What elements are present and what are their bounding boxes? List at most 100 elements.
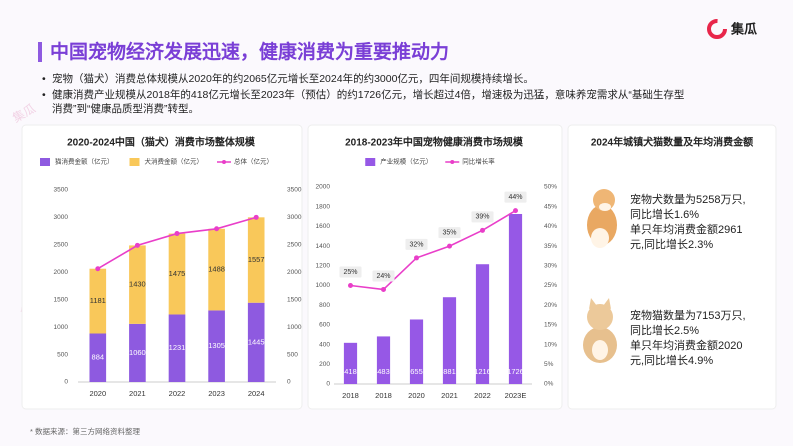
y2-tick-label: 40% — [544, 223, 557, 230]
label-box — [504, 191, 527, 203]
bar-label: 1475 — [169, 269, 186, 278]
line-point — [447, 243, 452, 249]
y2-tick-label: 3500 — [287, 187, 302, 194]
pet-text: 元,同比增长2.3% — [630, 237, 713, 251]
y2-tick-label: 50% — [544, 184, 557, 191]
panel-title: 2024年城镇犬猫数量及年均消费金额 — [591, 136, 753, 149]
x-tick-label: 2023E — [505, 391, 527, 400]
page-title: 中国宠物经济发展迅速，健康消费为重要推动力 — [50, 40, 449, 63]
bar — [89, 333, 107, 382]
y2-tick-label: 2500 — [287, 242, 302, 249]
bar-label: 1060 — [129, 348, 146, 357]
y2-tick-label: 45% — [544, 203, 557, 210]
y-tick-label: 500 — [57, 351, 68, 358]
pet-text: 元,同比增长4.9% — [630, 353, 713, 367]
legend-swatch — [129, 158, 140, 166]
label-box — [471, 211, 494, 223]
x-tick-label: 2018 — [342, 391, 359, 400]
pet-text: 单只年均消费金额2961 — [630, 222, 742, 236]
y-tick-label: 0 — [326, 381, 330, 388]
x-tick-label: 2022 — [169, 389, 186, 398]
legend-label: 总体（亿元） — [234, 157, 273, 166]
y-tick-label: 1200 — [316, 263, 331, 270]
y-tick-label: 0 — [64, 379, 68, 386]
bar-label: 1430 — [129, 280, 146, 289]
bar-label: 881 — [443, 367, 456, 376]
y2-tick-label: 3000 — [287, 214, 302, 221]
line-point — [381, 286, 386, 292]
bar — [475, 264, 490, 384]
line-point — [414, 255, 419, 261]
pet-text: 同比增长2.5% — [630, 323, 699, 337]
bar-label: 483 — [377, 367, 390, 376]
legend-swatch — [222, 160, 226, 164]
y2-tick-label: 10% — [544, 341, 557, 348]
x-tick-label: 2021 — [129, 389, 146, 398]
bar — [129, 245, 146, 324]
bullet: 宠物（猫犬）消费总体规模从2020年的约2065亿元增长至2024年的约3000… — [42, 72, 692, 86]
source-note: * 数据来源：第三方网络资料整理 — [30, 426, 141, 436]
x-tick-label: 2023 — [208, 389, 225, 398]
y-tick-label: 600 — [319, 322, 330, 329]
legend-swatch — [365, 158, 376, 166]
bar — [208, 228, 225, 311]
line-point — [348, 283, 353, 288]
y2-tick-label: 30% — [544, 263, 557, 270]
x-tick-label: 2020 — [408, 391, 425, 400]
label-box — [438, 227, 461, 239]
line-point — [134, 242, 140, 248]
x-tick-label: 2024 — [248, 389, 265, 398]
y-tick-label: 1800 — [316, 203, 331, 210]
line-point — [95, 266, 101, 272]
y2-tick-label: 35% — [544, 243, 557, 250]
bar-label: 1305 — [208, 341, 225, 350]
cat-image — [583, 298, 617, 363]
legend-label: 同比增长率 — [462, 157, 495, 166]
bar-label: 1488 — [208, 265, 225, 274]
y2-tick-label: 1500 — [287, 296, 302, 303]
bar — [168, 314, 186, 382]
bar — [376, 336, 391, 384]
y-tick-label: 1000 — [54, 324, 69, 331]
y-tick-label: 3500 — [54, 187, 69, 194]
y2-tick-label: 2000 — [287, 269, 302, 276]
y-tick-label: 2000 — [54, 269, 69, 276]
y-tick-label: 1500 — [54, 296, 69, 303]
logo-icon — [707, 19, 727, 39]
line-point — [513, 208, 518, 214]
y2-tick-label: 25% — [544, 282, 557, 289]
y-tick-label: 3000 — [54, 214, 69, 221]
logo-text: 集瓜 — [730, 21, 757, 36]
y2-tick-label: 15% — [544, 322, 557, 329]
bar — [247, 217, 265, 303]
line-point — [480, 227, 485, 233]
bar — [409, 319, 424, 384]
pet-text: 同比增长1.6% — [630, 207, 699, 221]
bar-label: 1231 — [169, 343, 186, 352]
bar-label: 1181 — [90, 296, 106, 305]
y2-tick-label: 1000 — [287, 324, 302, 331]
line-label: 32% — [409, 241, 423, 248]
chart-title: 2020-2024中国（猫犬）消费市场整体规模 — [67, 136, 256, 149]
y-tick-label: 1600 — [316, 223, 331, 230]
y-tick-label: 1000 — [316, 282, 331, 289]
label-box — [372, 270, 395, 282]
bar-label: 884 — [92, 353, 105, 362]
y-tick-label: 400 — [319, 341, 330, 348]
legend-label: 猫消费金额（亿元） — [55, 157, 114, 166]
legend-label: 犬消费金额（亿元） — [145, 157, 204, 166]
bar — [442, 297, 457, 384]
y-tick-label: 1400 — [316, 243, 331, 250]
title-bar — [38, 42, 42, 62]
line-point — [253, 214, 259, 220]
y2-tick-label: 500 — [287, 351, 298, 358]
bar — [343, 342, 358, 384]
bar-label: 1726 — [507, 367, 524, 376]
bullet: 健康消费产业规模从2018年的418亿元增长至2023年（预估）的约1726亿元… — [42, 88, 692, 116]
x-tick-label: 2018 — [375, 391, 392, 400]
y-tick-label: 200 — [319, 361, 330, 368]
label-box — [339, 266, 362, 278]
bar-label: 418 — [344, 367, 357, 376]
